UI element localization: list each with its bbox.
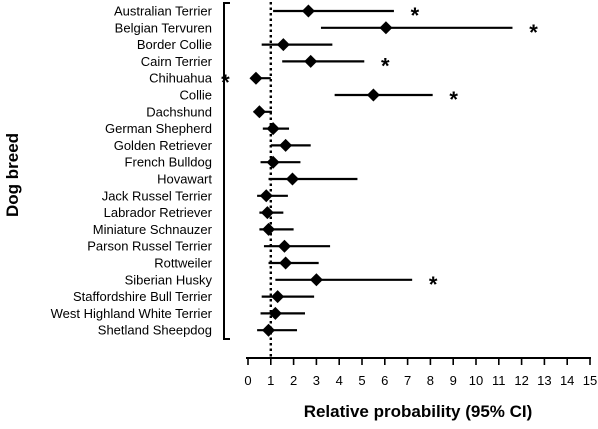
estimate-diamond (279, 138, 293, 152)
significance-star: * (381, 53, 390, 78)
breed-label: Chihuahua (149, 71, 213, 86)
x-tick-label: 5 (358, 373, 365, 388)
significance-star: * (429, 272, 438, 297)
significance-star: * (449, 87, 458, 112)
x-tick-label: 12 (514, 373, 528, 388)
estimate-diamond (304, 54, 318, 68)
estimate-diamond (276, 38, 290, 52)
significance-star: * (411, 3, 420, 28)
estimate-diamond (301, 4, 315, 18)
breed-label: Collie (179, 88, 212, 103)
x-tick-label: 9 (450, 373, 457, 388)
x-tick-label: 10 (469, 373, 483, 388)
axes-group: 0 1 2 3 4 5 6 7 8 9 10 11 12 13 14 15 (223, 2, 597, 388)
x-axis-title: Relative probability (95% CI) (304, 402, 533, 421)
breed-label: Parson Russel Terrier (87, 239, 212, 254)
breed-label: Staffordshire Bull Terrier (73, 289, 213, 304)
x-tick-label: 11 (492, 373, 506, 388)
estimate-diamond (266, 155, 280, 169)
estimate-diamond (266, 122, 280, 136)
significance-star: * (221, 70, 230, 95)
breed-label: Belgian Tervuren (115, 20, 212, 35)
labels-group: Australian Terrier * Belgian Tervuren * Bord… (51, 3, 539, 338)
breed-label: Miniature Schnauzer (93, 222, 213, 237)
estimate-diamond (262, 222, 276, 236)
estimate-diamond (277, 239, 291, 253)
estimate-diamond (379, 21, 393, 35)
x-tick-label: 3 (313, 373, 320, 388)
breed-label: Jack Russel Terrier (102, 188, 213, 203)
x-tick-label: 13 (537, 373, 551, 388)
breed-label: Australian Terrier (114, 4, 213, 19)
breed-label: Border Collie (137, 37, 212, 52)
estimate-diamond (260, 206, 274, 220)
y-axis-title: Dog breed (3, 133, 22, 217)
x-tick-label: 1 (267, 373, 274, 388)
x-tick-label: 2 (290, 373, 297, 388)
estimate-diamond (262, 323, 276, 337)
estimate-diamond (249, 71, 263, 85)
breed-label: Shetland Sheepdog (98, 323, 212, 338)
breed-label: Cairn Terrier (141, 54, 213, 69)
estimate-diamond (259, 189, 273, 203)
estimate-diamond (366, 88, 380, 102)
estimate-diamond (285, 172, 299, 186)
breed-label: West Highland White Terrier (51, 306, 213, 321)
x-tick-label: 7 (404, 373, 411, 388)
x-tick-label: 15 (583, 373, 597, 388)
x-tick-label: 0 (244, 373, 251, 388)
x-tick-label: 4 (336, 373, 343, 388)
breed-label: Siberian Husky (125, 272, 213, 287)
breed-label: Rottweiler (154, 256, 212, 271)
x-tick-label: 14 (560, 373, 574, 388)
breed-label: Dachshund (146, 104, 212, 119)
estimate-diamond (279, 256, 293, 270)
x-tick-label: 6 (381, 373, 388, 388)
breed-label: Labrador Retriever (104, 205, 213, 220)
marks-group (249, 4, 513, 337)
breed-label: French Bulldog (125, 155, 212, 170)
breed-label: Hovawart (157, 172, 212, 187)
estimate-diamond (268, 306, 282, 320)
estimate-diamond (252, 105, 266, 119)
estimate-diamond (271, 290, 285, 304)
significance-star: * (529, 20, 538, 45)
breed-label: German Shepherd (105, 121, 212, 136)
x-tick-label: 8 (427, 373, 434, 388)
estimate-diamond (309, 273, 323, 287)
breed-label: Golden Retriever (114, 138, 213, 153)
